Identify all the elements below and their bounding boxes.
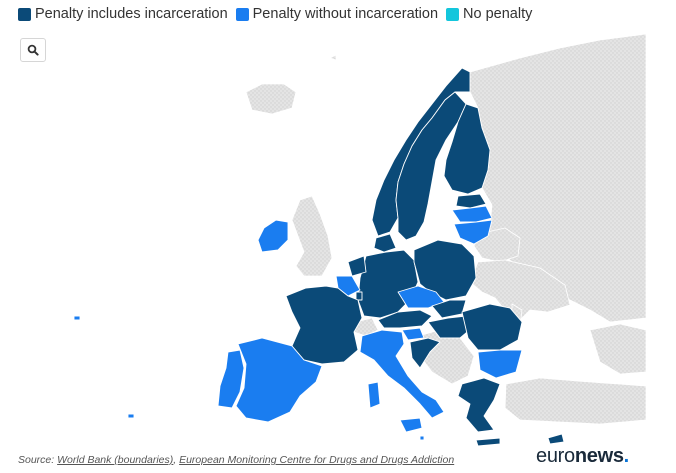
country-crete[interactable]	[475, 437, 501, 447]
region-ukraine	[469, 259, 571, 321]
region-svalbard	[328, 54, 337, 61]
country-croatia[interactable]	[409, 337, 441, 369]
country-spain[interactable]	[235, 337, 323, 423]
countries	[73, 67, 565, 447]
legend-label: Penalty includes incarceration	[35, 6, 228, 22]
country-netherlands[interactable]	[347, 255, 367, 277]
no-data-regions	[245, 33, 647, 425]
country-ireland[interactable]	[257, 219, 289, 253]
legend-item-incarceration[interactable]: Penalty includes incarceration	[18, 6, 228, 22]
country-latvia[interactable]	[451, 205, 493, 223]
country-portugal[interactable]	[217, 349, 245, 409]
country-malta[interactable]	[419, 435, 425, 441]
legend-label: Penalty without incarceration	[252, 6, 439, 22]
logo-part-euro: euro	[536, 445, 575, 467]
legend-item-no-penalty[interactable]: No penalty	[446, 6, 532, 22]
country-finland[interactable]	[443, 103, 491, 195]
country-estonia[interactable]	[455, 193, 487, 209]
source-prefix: Source:	[18, 454, 58, 466]
legend: Penalty includes incarceration Penalty w…	[18, 6, 540, 22]
country-lithuania[interactable]	[453, 219, 493, 245]
logo-dot: .	[623, 445, 630, 467]
country-slovenia[interactable]	[401, 327, 425, 341]
logo-part-news: news	[574, 445, 624, 467]
country-sicily[interactable]	[399, 417, 423, 433]
region-uk	[291, 195, 333, 277]
country-greece[interactable]	[457, 377, 501, 433]
country-luxembourg[interactable]	[355, 291, 363, 301]
source-separator: ,	[173, 454, 180, 466]
country-azores[interactable]	[73, 315, 81, 321]
country-bulgaria[interactable]	[477, 349, 523, 379]
legend-swatch	[446, 7, 460, 21]
country-sweden[interactable]	[395, 91, 467, 241]
region-caucasus	[589, 323, 647, 375]
search-button[interactable]	[20, 38, 46, 62]
country-slovakia[interactable]	[431, 299, 467, 319]
legend-label: No penalty	[463, 6, 533, 22]
source-note: Source: World Bank (boundaries), Europea…	[18, 454, 454, 466]
country-poland[interactable]	[413, 239, 477, 301]
country-italy[interactable]	[359, 329, 445, 419]
country-denmark[interactable]	[373, 233, 397, 253]
country-canary[interactable]	[127, 413, 135, 419]
country-romania[interactable]	[461, 303, 523, 351]
region-iceland	[245, 83, 297, 115]
legend-swatch	[18, 7, 31, 21]
country-austria[interactable]	[377, 309, 433, 329]
legend-swatch	[235, 7, 249, 21]
region-turkey	[504, 377, 647, 425]
country-cyprus[interactable]	[547, 433, 565, 445]
source-link-emcdda[interactable]: European Monitoring Centre for Drugs and…	[179, 454, 455, 466]
country-france[interactable]	[285, 285, 363, 365]
legend-item-without-incarceration[interactable]: Penalty without incarceration	[235, 6, 439, 22]
search-icon	[27, 44, 39, 56]
country-sardinia[interactable]	[367, 381, 381, 409]
source-link-world-bank[interactable]: World Bank (boundaries)	[57, 454, 174, 466]
euronews-logo[interactable]: euronews.	[536, 445, 629, 468]
